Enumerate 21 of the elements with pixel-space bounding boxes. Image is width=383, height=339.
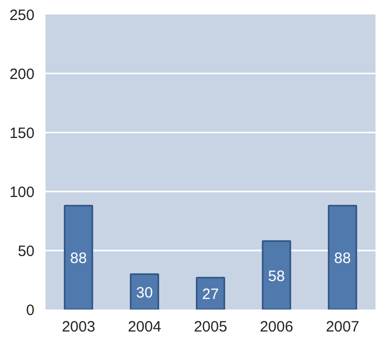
x-tick-label: 2007 <box>326 318 360 336</box>
bar <box>196 276 226 310</box>
bar <box>130 273 160 310</box>
x-tick-label: 2005 <box>194 318 228 336</box>
data-label: 88 <box>70 250 87 268</box>
y-tick-label: 200 <box>9 66 35 83</box>
y-tick-label: 150 <box>9 125 35 142</box>
bar <box>64 204 94 310</box>
data-label: 30 <box>136 284 153 302</box>
x-tick-label: 2003 <box>62 318 96 336</box>
data-label: 27 <box>202 286 219 304</box>
data-label: 58 <box>268 268 285 285</box>
data-label: 88 <box>334 250 351 268</box>
y-tick-label: 100 <box>9 184 35 201</box>
y-tick-label: 0 <box>26 302 34 319</box>
x-tick-label: 2004 <box>128 318 162 336</box>
bar <box>262 240 292 310</box>
bar <box>328 204 358 310</box>
x-tick-label: 2006 <box>260 318 294 336</box>
y-tick-label: 50 <box>18 243 35 260</box>
y-tick-label: 250 <box>9 7 35 24</box>
